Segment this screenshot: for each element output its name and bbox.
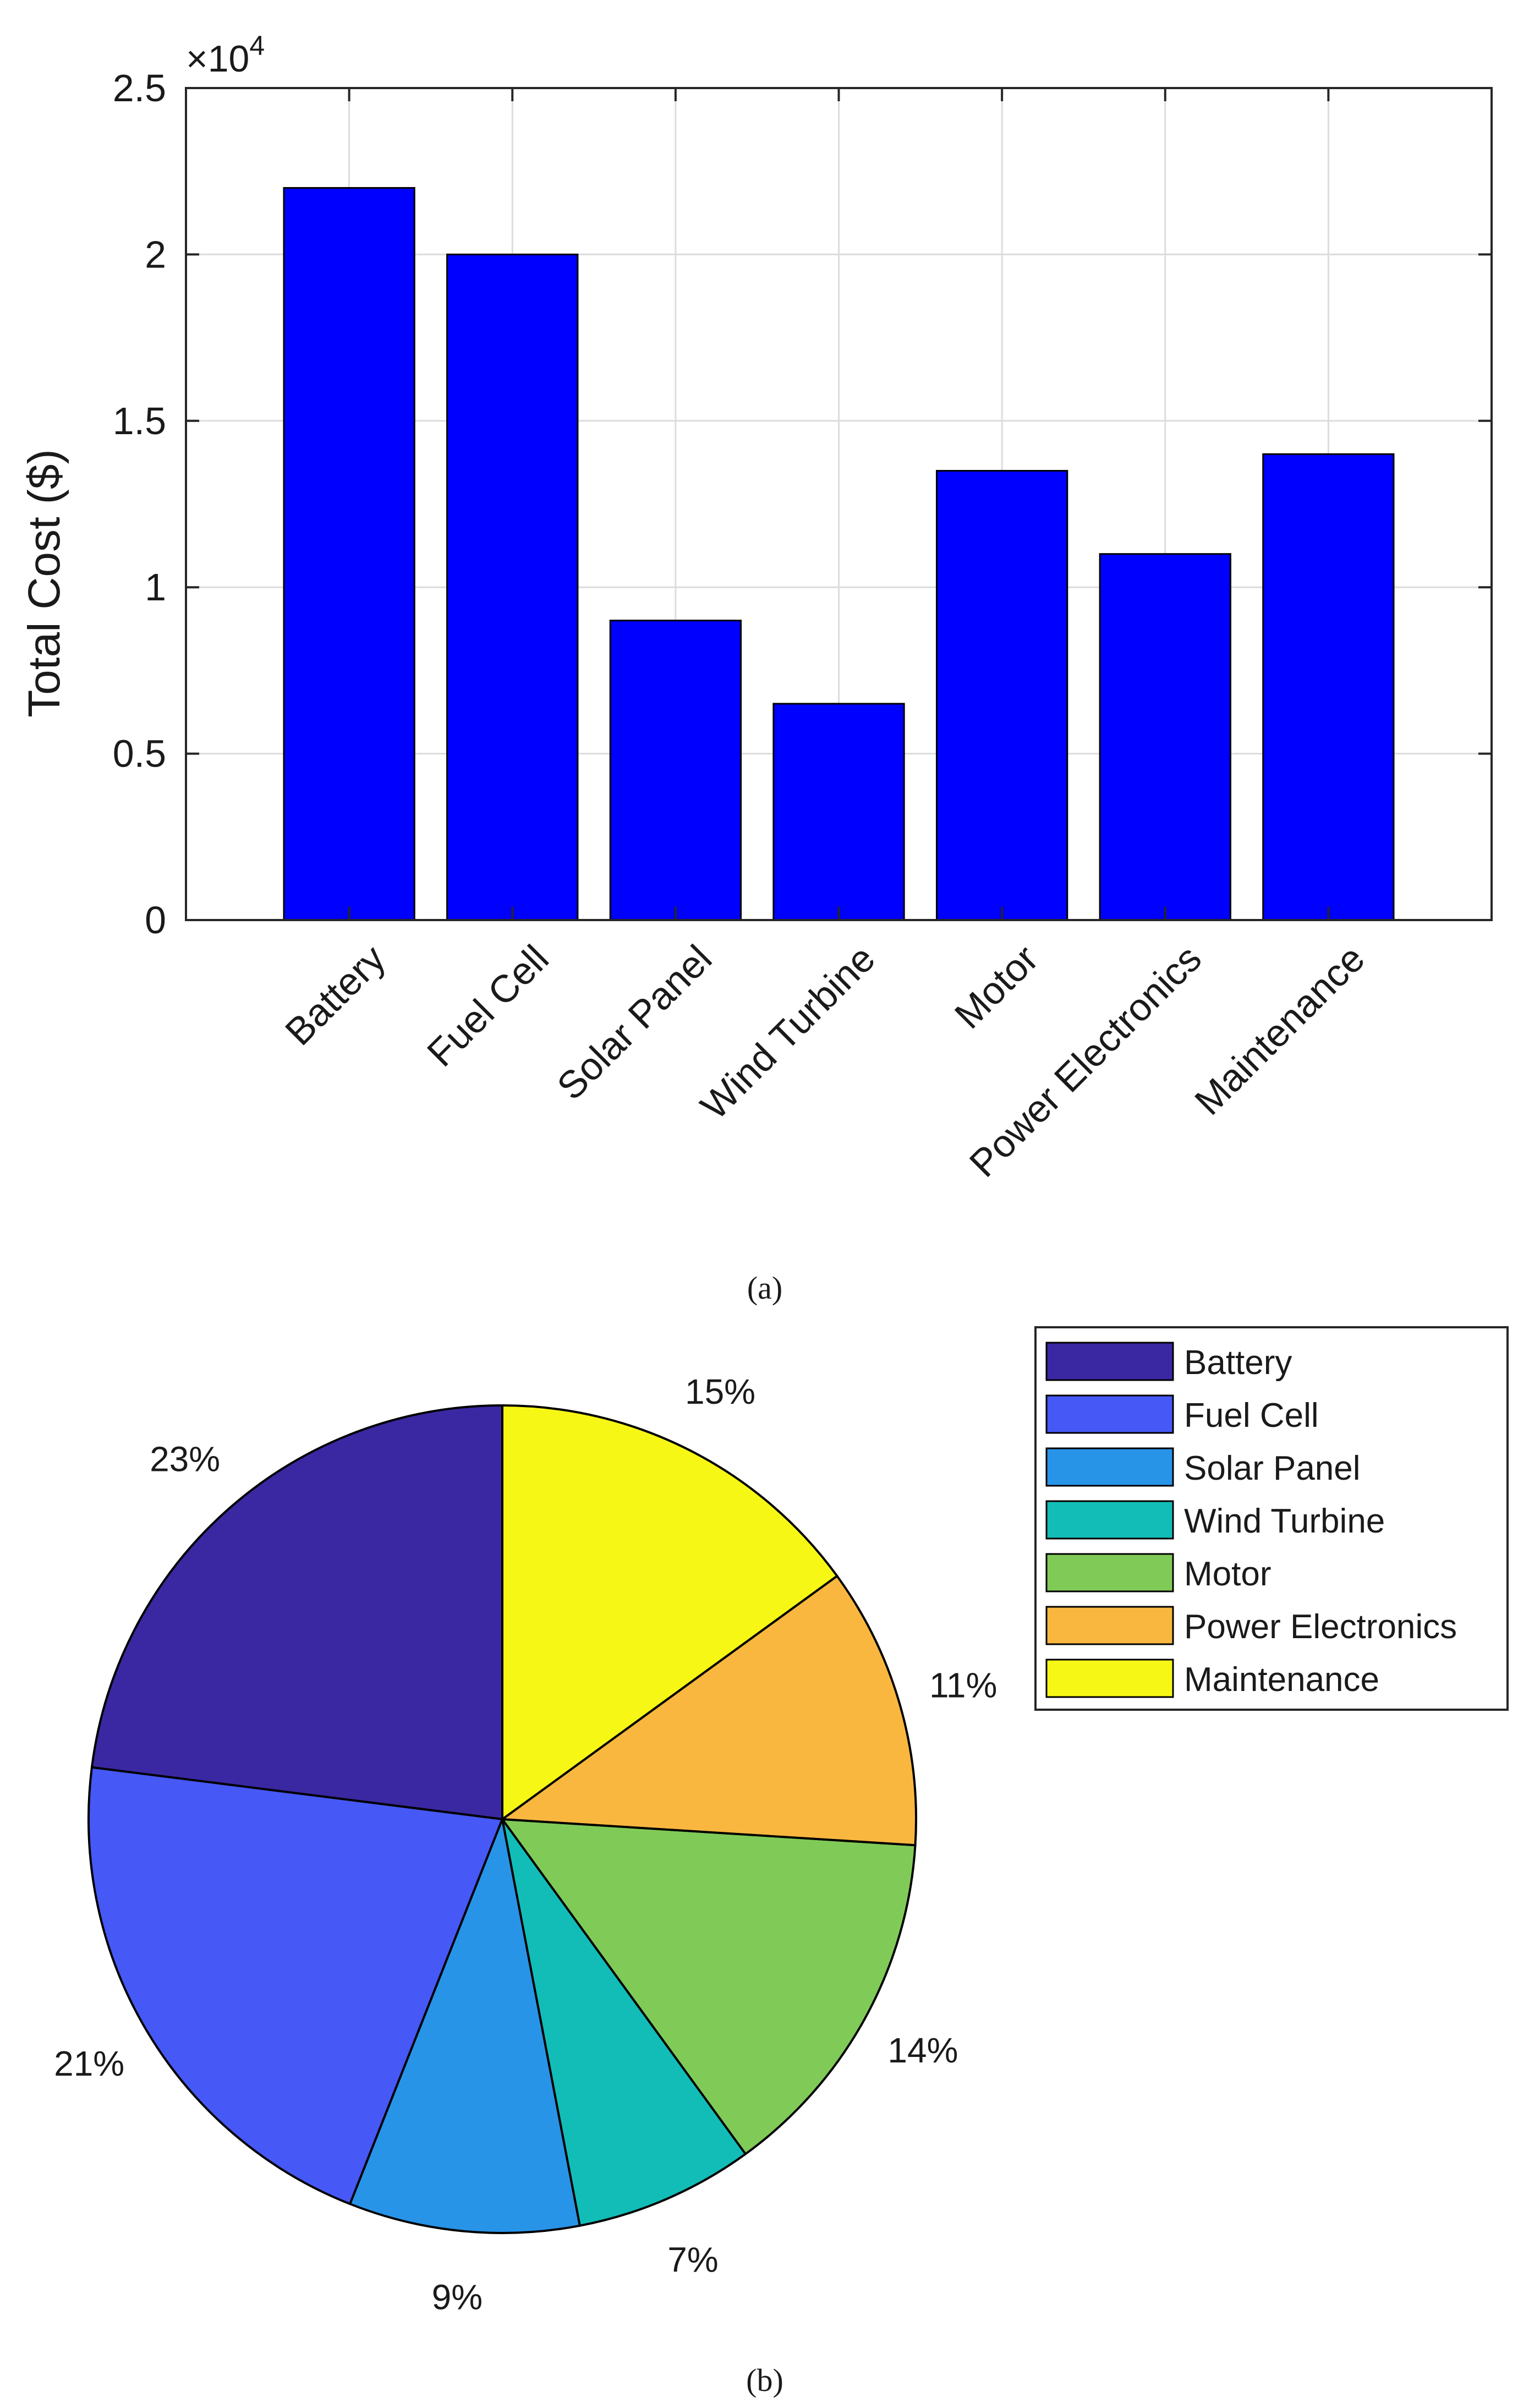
pie-slice-battery bbox=[90, 1404, 503, 1820]
panel-a-label: (a) bbox=[747, 1270, 782, 1306]
legend-swatch bbox=[1045, 1606, 1174, 1645]
legend-label: Power Electronics bbox=[1184, 1608, 1457, 1646]
bar-ticks bbox=[186, 87, 1492, 921]
pie-percent-label: 9% bbox=[432, 2277, 483, 2317]
pie-slice-maintenance bbox=[501, 1404, 839, 1820]
pie-slice-solar-panel bbox=[349, 1818, 581, 2234]
bar-y-exponent-base: ×10 bbox=[186, 38, 249, 80]
legend-label: Maintenance bbox=[1184, 1661, 1379, 1699]
legend-swatch bbox=[1045, 1394, 1174, 1434]
pie-slice-fuel-cell bbox=[87, 1766, 503, 2205]
bar-y-axis-label: Total Cost ($) bbox=[19, 449, 69, 718]
y-tick-label: 0 bbox=[145, 899, 166, 942]
bar-power-electronics bbox=[1099, 553, 1231, 921]
pie-slice-motor bbox=[501, 1818, 917, 2155]
legend-items: Battery Fuel Cell Solar Panel Wind Turbine M… bbox=[1045, 1342, 1457, 1699]
pie-legend: Battery Fuel Cell Solar Panel Wind Turbine M… bbox=[1034, 1326, 1509, 1711]
legend-label: Wind Turbine bbox=[1184, 1502, 1385, 1540]
pie-slice-wind-turbine bbox=[501, 1818, 747, 2227]
legend-swatch bbox=[1045, 1659, 1174, 1698]
bar-maintenance bbox=[1262, 453, 1395, 921]
bar-motor bbox=[935, 470, 1068, 921]
bar-battery bbox=[283, 187, 415, 921]
pie-percent-label: 15% bbox=[685, 1372, 755, 1411]
legend-label: Fuel Cell bbox=[1184, 1397, 1319, 1435]
legend-label: Battery bbox=[1184, 1344, 1292, 1382]
legend-label: Solar Panel bbox=[1184, 1449, 1361, 1487]
legend-swatch bbox=[1045, 1447, 1174, 1487]
legend-swatch bbox=[1045, 1553, 1174, 1592]
pie-percent-labels: 23% 21% 9% 7% 14% 11% 15% bbox=[54, 1372, 997, 2317]
y-tick-label: 1 bbox=[145, 566, 166, 609]
bar-y-exponent: ×104 bbox=[186, 30, 265, 80]
pie-percent-label: 7% bbox=[667, 2240, 719, 2280]
y-tick-label: 1.5 bbox=[113, 399, 166, 442]
legend-label: Motor bbox=[1184, 1555, 1271, 1593]
bar-fuel-cell bbox=[446, 253, 579, 921]
bar-series bbox=[283, 187, 1395, 921]
pie-chart: 23% 21% 9% 7% 14% 11% 15% bbox=[54, 1372, 997, 2317]
bar-y-tick-labels: 0 0.5 1 1.5 2 2.5 bbox=[113, 67, 166, 942]
y-tick-label: 2 bbox=[145, 233, 166, 276]
pie-percent-label: 14% bbox=[887, 2031, 958, 2070]
y-tick-label: 0.5 bbox=[113, 732, 166, 775]
pie-percent-label: 21% bbox=[54, 2044, 124, 2083]
panel-b-label: (b) bbox=[746, 2362, 783, 2398]
pie-percent-label: 23% bbox=[150, 1440, 220, 1479]
legend-swatch bbox=[1045, 1500, 1174, 1540]
bar-wind-turbine bbox=[772, 703, 905, 921]
bar-solar-panel bbox=[609, 620, 742, 921]
pie-slice-power-electronics bbox=[501, 1574, 918, 1847]
y-tick-label: 2.5 bbox=[113, 67, 166, 110]
pie-slices bbox=[87, 1404, 918, 2234]
pie-percent-label: 11% bbox=[929, 1666, 997, 1705]
bar-y-exponent-power: 4 bbox=[249, 30, 265, 61]
legend-swatch bbox=[1045, 1342, 1174, 1381]
